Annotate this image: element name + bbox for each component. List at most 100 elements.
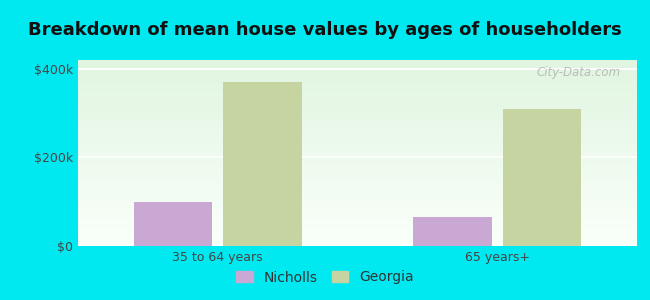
Bar (78, 118, 637, 119)
Bar (78, 84, 637, 85)
Bar (78, 154, 637, 155)
Text: City-Data.com: City-Data.com (536, 66, 620, 79)
Bar (78, 65, 637, 66)
Bar (78, 74, 637, 75)
Bar (78, 121, 637, 122)
Bar (78, 134, 637, 136)
Bar (78, 101, 637, 102)
Bar (78, 189, 637, 190)
Bar (78, 240, 637, 241)
Bar (78, 117, 637, 118)
Bar (78, 204, 637, 205)
Bar (78, 72, 637, 74)
Bar (78, 238, 637, 240)
Bar (78, 131, 637, 132)
Bar (78, 178, 637, 179)
Bar (78, 68, 637, 69)
Bar (78, 64, 637, 65)
Bar (78, 198, 637, 199)
Bar (78, 116, 637, 117)
Bar (78, 149, 637, 151)
Bar (78, 163, 637, 164)
Bar (78, 132, 637, 133)
Bar (503, 109, 581, 246)
Bar (78, 237, 637, 238)
Bar (78, 196, 637, 198)
Bar (78, 205, 637, 206)
Bar (78, 229, 637, 230)
Bar (78, 108, 637, 110)
Bar (78, 169, 637, 170)
Bar (78, 111, 637, 112)
Bar (78, 94, 637, 95)
Bar (78, 194, 637, 195)
Bar (78, 184, 637, 185)
Bar (78, 162, 637, 163)
Bar (78, 98, 637, 100)
Bar (78, 201, 637, 202)
Bar (78, 214, 637, 215)
Bar (78, 222, 637, 224)
Bar (78, 180, 637, 181)
Bar (78, 105, 637, 106)
Bar (78, 158, 637, 159)
Bar (78, 160, 637, 162)
Bar (78, 86, 637, 87)
Bar (78, 129, 637, 131)
Bar (78, 231, 637, 232)
Bar (78, 88, 637, 90)
Bar (78, 123, 637, 124)
Bar (78, 69, 637, 70)
Bar (78, 212, 637, 214)
Bar (78, 211, 637, 212)
Bar (78, 225, 637, 226)
Bar (78, 208, 637, 209)
Bar (78, 224, 637, 225)
Bar (413, 217, 491, 246)
Bar (78, 167, 637, 168)
Bar (78, 172, 637, 173)
Bar (78, 175, 637, 177)
Bar (78, 182, 637, 183)
Bar (78, 187, 637, 188)
Legend: Nicholls, Georgia: Nicholls, Georgia (230, 265, 420, 290)
Bar (78, 215, 637, 216)
Bar (78, 79, 637, 80)
Bar (78, 76, 637, 77)
Bar (78, 148, 637, 149)
Bar (78, 234, 637, 235)
Bar (78, 152, 637, 153)
Bar (78, 85, 637, 86)
Bar (78, 124, 637, 126)
Bar (78, 112, 637, 113)
Bar (78, 70, 637, 71)
Bar (78, 220, 637, 221)
Bar (78, 218, 637, 219)
Bar (78, 137, 637, 138)
Bar (78, 227, 637, 229)
Bar (78, 226, 637, 227)
Bar (78, 230, 637, 231)
Bar (78, 100, 637, 101)
Bar (78, 90, 637, 91)
Bar (78, 191, 637, 193)
Bar (78, 153, 637, 154)
Bar (78, 115, 637, 116)
Bar (78, 157, 637, 158)
Bar (78, 159, 637, 160)
Bar (78, 122, 637, 123)
Text: Breakdown of mean house values by ages of householders: Breakdown of mean house values by ages o… (28, 21, 622, 39)
Bar (78, 185, 637, 187)
Bar (78, 244, 637, 245)
Bar (78, 183, 637, 184)
Bar (78, 77, 637, 79)
Bar (78, 216, 637, 217)
Bar (78, 75, 637, 76)
Bar (78, 107, 637, 108)
Bar (78, 195, 637, 196)
Bar (78, 190, 637, 191)
Bar (78, 143, 637, 144)
Bar (78, 81, 637, 82)
Bar (78, 102, 637, 104)
Bar (78, 155, 637, 157)
